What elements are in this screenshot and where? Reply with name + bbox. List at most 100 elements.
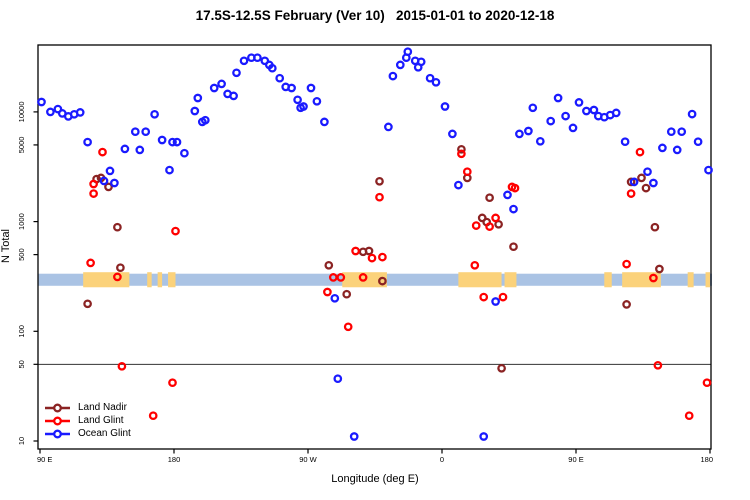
data-point-ocean-glint [503, 190, 512, 200]
legend-item-ocean-glint: Ocean Glint [44, 427, 131, 440]
data-point-land-glint [491, 213, 500, 223]
data-point-land-glint [375, 192, 384, 202]
data-point-ocean-glint [491, 297, 500, 306]
y-tick-label: 1000 [17, 213, 26, 230]
axis-ticks: 90 E 180 90 W 0 90 E 180 10 50 100 500 1000 5000 100… [17, 101, 713, 464]
data-point-ocean-glint [524, 126, 533, 136]
data-point-ocean-glint [479, 432, 489, 441]
data-point-land-glint [113, 272, 122, 282]
data-point-ocean-glint [704, 165, 713, 175]
data-point-ocean-glint [190, 106, 200, 116]
ocean-glint-marker-icon [45, 429, 70, 438]
data-point-land-glint [367, 253, 377, 263]
data-point-land-glint [86, 258, 95, 268]
data-point-land-nadir [509, 242, 518, 252]
y-tick-label: 50 [17, 360, 26, 368]
data-point-ocean-glint [431, 77, 441, 87]
data-point-land-nadir [650, 222, 660, 232]
data-point-ocean-glint [649, 178, 658, 188]
data-point-ocean-glint [672, 145, 682, 155]
data-point-land-nadir [116, 263, 125, 273]
data-point-land-nadir [622, 300, 631, 309]
data-point-ocean-glint [528, 103, 538, 113]
data-point-land-glint [635, 147, 645, 157]
data-point-ocean-glint [561, 111, 570, 121]
data-point-ocean-glint [403, 47, 413, 57]
data-point-ocean-glint [320, 117, 329, 127]
data-point-ocean-glint [130, 127, 140, 137]
data-point-ocean-glint [120, 144, 130, 154]
x-tick-label: 90 E [37, 455, 52, 464]
x-tick-label: 0 [440, 455, 444, 464]
data-point-land-glint [510, 183, 520, 193]
data-point-land-glint [702, 378, 712, 388]
data-point-land-nadir [477, 213, 487, 223]
legend-label: Land Nadir [78, 402, 127, 413]
data-point-land-nadir [324, 260, 334, 270]
data-point-ocean-glint [535, 136, 545, 146]
map-band-land [687, 272, 694, 288]
map-band-land [83, 272, 130, 288]
x-tick-label: 180 [700, 455, 713, 464]
data-point-ocean-glint [589, 105, 599, 115]
data-point-ocean-glint [448, 129, 457, 139]
data-point-land-glint [378, 252, 387, 262]
data-point-ocean-glint [509, 204, 518, 214]
data-point-land-glint [358, 273, 368, 282]
data-point-land-glint [323, 287, 332, 297]
data-point-ocean-glint [643, 167, 652, 177]
data-point-ocean-glint [150, 109, 159, 119]
data-point-ocean-glint [568, 123, 578, 133]
plot-frame [37, 44, 712, 450]
data-point-land-nadir [342, 289, 352, 299]
legend-item-land-nadir: Land Nadir [44, 401, 131, 414]
data-point-ocean-glint [687, 109, 697, 119]
data-point-land-glint [343, 322, 353, 332]
data-point-land-nadir [655, 264, 664, 274]
data-point-ocean-glint [267, 63, 277, 73]
data-point-ocean-glint [299, 102, 308, 111]
data-point-land-glint [498, 292, 508, 302]
data-point-land-glint [471, 221, 481, 230]
data-point-ocean-glint [515, 129, 524, 139]
data-point-ocean-glint [209, 83, 219, 93]
data-point-ocean-glint [658, 143, 667, 153]
data-point-ocean-glint [693, 137, 703, 147]
data-point-ocean-glint [287, 83, 296, 93]
data-points-layer [37, 47, 713, 441]
land-glint-marker-icon [45, 416, 70, 425]
data-point-land-nadir [637, 173, 646, 183]
data-point-ocean-glint [53, 104, 63, 114]
data-point-ocean-glint [312, 96, 322, 106]
data-point-ocean-glint [217, 79, 226, 89]
data-point-land-nadir [113, 222, 122, 232]
data-point-land-glint [148, 411, 158, 421]
data-point-land-glint [649, 273, 658, 283]
data-point-ocean-glint [416, 57, 426, 67]
data-point-land-nadir [83, 299, 92, 309]
data-point-ocean-glint [330, 293, 340, 303]
data-point-land-nadir [378, 276, 387, 286]
y-axis-title: N Total [0, 228, 12, 264]
data-point-ocean-glint [141, 127, 151, 137]
data-point-ocean-glint [425, 73, 435, 83]
data-point-land-glint [89, 179, 98, 189]
data-point-ocean-glint [229, 91, 238, 101]
data-point-land-glint [117, 361, 127, 371]
data-point-land-glint [622, 259, 631, 269]
data-point-land-glint [89, 189, 98, 198]
land-nadir-marker-icon [45, 403, 70, 412]
data-point-ocean-glint [37, 97, 46, 107]
data-point-land-nadir [494, 219, 503, 229]
data-point-land-glint [336, 273, 346, 282]
data-point-land-glint [171, 226, 180, 236]
x-tick-label: 90 W [299, 455, 317, 464]
data-point-ocean-glint [193, 93, 203, 103]
map-band-land [705, 272, 710, 288]
data-point-land-glint [626, 189, 636, 198]
y-tick-label: 500 [17, 248, 26, 261]
data-point-ocean-glint [253, 53, 262, 63]
data-point-ocean-glint [546, 116, 556, 126]
data-point-land-nadir [457, 144, 466, 154]
